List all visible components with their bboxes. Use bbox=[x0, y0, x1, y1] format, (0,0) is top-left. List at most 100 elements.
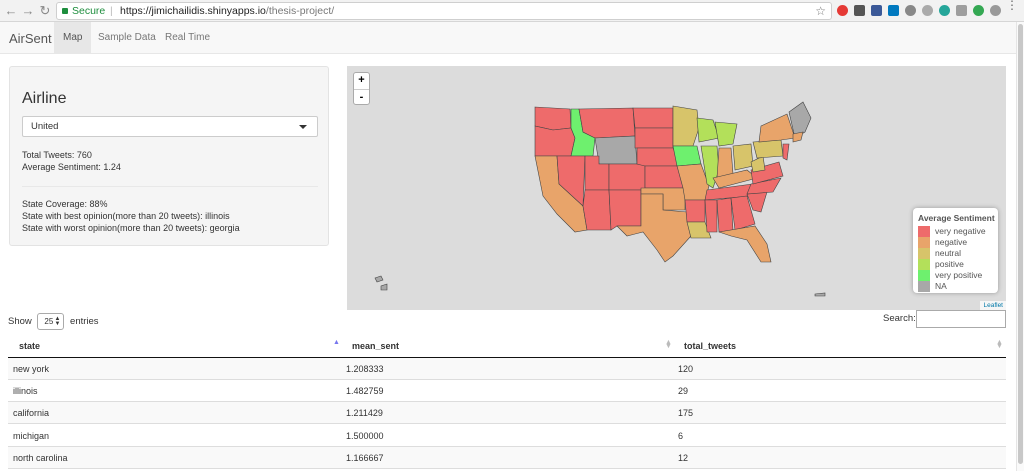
table-header: state ▲ mean_sent ▲ ▼ total_tweets ▲ ▼ bbox=[8, 336, 1006, 358]
state-wisconsin[interactable] bbox=[696, 117, 720, 143]
legend-item: negative bbox=[918, 237, 993, 248]
legend-swatch bbox=[918, 270, 930, 281]
state-west-virginia[interactable] bbox=[750, 155, 766, 173]
sort-icon[interactable]: ▲ ▼ bbox=[996, 339, 1003, 350]
table-row[interactable]: north carolina 1.166667 12 bbox=[8, 447, 1006, 469]
tab-map[interactable]: Map bbox=[54, 22, 92, 53]
average-sentiment: Average Sentiment: 1.24 bbox=[22, 162, 121, 172]
legend-item: positive bbox=[918, 259, 993, 270]
state-new-york[interactable] bbox=[758, 113, 796, 143]
search-input[interactable] bbox=[916, 310, 1006, 328]
extension-icon[interactable] bbox=[888, 5, 899, 16]
state-new-mexico[interactable] bbox=[608, 189, 642, 231]
table-row[interactable]: illinois 1.482759 29 bbox=[8, 380, 1006, 402]
state-texas[interactable] bbox=[616, 193, 692, 263]
extension-icon[interactable] bbox=[905, 5, 916, 16]
scrollbar-thumb[interactable] bbox=[1018, 24, 1023, 464]
menu-icon[interactable]: ⋮ bbox=[1006, 0, 1018, 12]
table-row[interactable]: new york 1.208333 120 bbox=[8, 358, 1006, 380]
back-icon[interactable]: ← bbox=[4, 3, 18, 18]
extension-icon[interactable] bbox=[837, 5, 848, 16]
territory-pr[interactable] bbox=[814, 292, 826, 297]
sort-asc-icon[interactable]: ▲ bbox=[333, 339, 340, 346]
reload-icon[interactable]: ↻ bbox=[39, 3, 51, 18]
sort-icon[interactable]: ▲ ▼ bbox=[665, 339, 672, 350]
airline-select[interactable]: United bbox=[22, 116, 318, 137]
state-kansas[interactable] bbox=[644, 165, 684, 189]
legend-item: NA bbox=[918, 281, 993, 292]
legend-item: neutral bbox=[918, 248, 993, 259]
extension-icon[interactable] bbox=[854, 5, 865, 16]
legend-swatch bbox=[918, 237, 930, 248]
state-alabama[interactable] bbox=[716, 197, 734, 233]
state-south-dakota[interactable] bbox=[634, 127, 674, 149]
extension-icon[interactable] bbox=[871, 5, 882, 16]
forward-icon[interactable]: → bbox=[21, 3, 35, 18]
state-connecticut[interactable] bbox=[792, 131, 804, 143]
table-row[interactable]: michigan 1.500000 6 bbox=[8, 425, 1006, 447]
column-header-mean-sent[interactable]: mean_sent bbox=[352, 341, 400, 351]
state-michigan[interactable] bbox=[714, 121, 738, 147]
lock-icon bbox=[62, 8, 68, 14]
entries-control: Show 25 ▲ ▼ entries bbox=[8, 313, 99, 330]
airline-heading: Airline bbox=[22, 90, 67, 107]
state-wyoming[interactable] bbox=[594, 135, 638, 165]
zoom-in-button[interactable]: + bbox=[358, 74, 365, 86]
state-mississippi[interactable] bbox=[704, 199, 718, 233]
table-row[interactable]: california 1.211429 175 bbox=[8, 402, 1006, 424]
url-text: https://jimichailidis.shinyapps.io/thesi… bbox=[120, 5, 335, 17]
total-tweets: Total Tweets: 760 bbox=[22, 150, 92, 160]
best-state: State with best opinion(more than 20 twe… bbox=[22, 211, 230, 221]
leaflet-attribution[interactable]: Leaflet bbox=[980, 301, 1006, 310]
legend-swatch bbox=[918, 226, 930, 237]
state-colorado[interactable] bbox=[608, 163, 646, 191]
legend-item: very positive bbox=[918, 270, 993, 281]
state-indiana[interactable] bbox=[716, 147, 734, 179]
address-bar[interactable]: Secure | https://jimichailidis.shinyapps… bbox=[56, 2, 832, 20]
state-new-jersey[interactable] bbox=[782, 143, 790, 161]
extension-icon[interactable] bbox=[939, 5, 950, 16]
column-header-state[interactable]: state bbox=[19, 341, 41, 351]
state-oregon[interactable] bbox=[534, 125, 576, 157]
zoom-out-button[interactable]: - bbox=[359, 91, 364, 103]
state-minnesota[interactable] bbox=[672, 105, 700, 147]
chevron-down-icon bbox=[299, 125, 307, 129]
state-arkansas[interactable] bbox=[684, 199, 706, 223]
worst-state: State with worst opinion(more than 20 tw… bbox=[22, 223, 240, 233]
updown-arrow-icon: ▲ ▼ bbox=[54, 316, 61, 327]
legend-swatch bbox=[918, 248, 930, 259]
state-ohio[interactable] bbox=[732, 143, 754, 171]
extension-icon[interactable] bbox=[973, 5, 984, 16]
extension-icon[interactable] bbox=[956, 5, 967, 16]
sentiment-map[interactable]: + - Average Sentiment very negative nega… bbox=[347, 66, 1006, 310]
state-pennsylvania[interactable] bbox=[752, 139, 784, 159]
extension-icon[interactable] bbox=[990, 5, 1001, 16]
app-brand[interactable]: AirSent bbox=[9, 31, 52, 46]
state-virginia[interactable] bbox=[750, 161, 784, 185]
state-washington[interactable] bbox=[534, 106, 572, 131]
extension-icon[interactable] bbox=[922, 5, 933, 16]
tab-real-time[interactable]: Real Time bbox=[165, 32, 211, 43]
bookmark-star-icon[interactable]: ☆ bbox=[815, 4, 826, 18]
airline-select-value: United bbox=[31, 121, 59, 132]
state-north-carolina[interactable] bbox=[746, 177, 782, 195]
page-scrollbar[interactable] bbox=[1016, 22, 1024, 471]
state-iowa[interactable] bbox=[672, 145, 702, 167]
state-north-dakota[interactable] bbox=[632, 107, 674, 129]
us-choropleth[interactable] bbox=[347, 66, 1006, 310]
state-montana[interactable] bbox=[578, 107, 636, 139]
state-alaska-hawaii[interactable] bbox=[374, 275, 384, 283]
secure-label: Secure bbox=[72, 5, 106, 17]
entries-select[interactable]: 25 ▲ ▼ bbox=[37, 313, 65, 330]
state-arizona[interactable] bbox=[582, 189, 612, 231]
browser-toolbar: ← → ↻ Secure | https://jimichailidis.shi… bbox=[0, 0, 1024, 22]
column-header-total-tweets[interactable]: total_tweets bbox=[684, 341, 737, 351]
state-georgia[interactable] bbox=[730, 195, 756, 231]
state-florida[interactable] bbox=[718, 225, 772, 263]
map-legend: Average Sentiment very negative negative… bbox=[913, 208, 998, 293]
state-louisiana[interactable] bbox=[686, 221, 712, 239]
tab-sample-data[interactable]: Sample Data bbox=[98, 32, 156, 43]
app-navbar: AirSent Map Sample Data Real Time bbox=[0, 22, 1016, 54]
state-hawaii[interactable] bbox=[380, 283, 388, 291]
search-label: Search: bbox=[883, 313, 916, 324]
